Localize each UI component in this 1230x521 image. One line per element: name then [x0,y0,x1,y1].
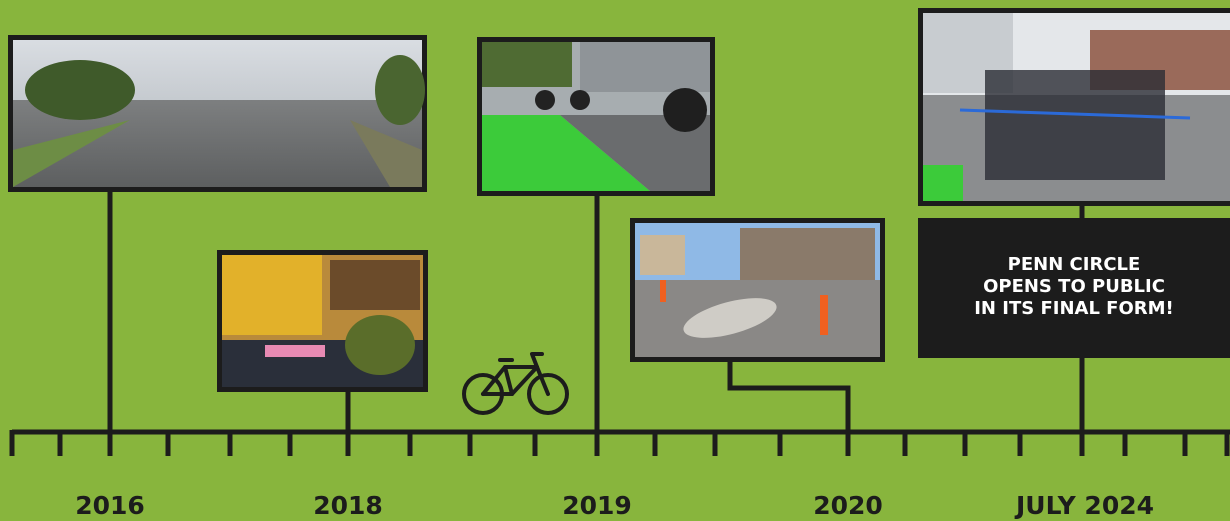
callout-text: IN ITS FINAL FORM! [974,298,1174,319]
photo-bike-lane [477,37,715,196]
callout-text: OPENS TO PUBLIC [983,276,1165,297]
photo-street [8,35,427,192]
year-label: JULY 2024 [1014,491,1154,520]
year-label: 2018 [313,491,383,520]
timeline-graphic: 2016 2018 2019 2020 JULY 2024 PENN CIRCLEOPEN… [0,0,1230,521]
year-label: 2019 [562,491,632,520]
year-label: 2016 [75,491,145,520]
callout-text: PENN CIRCLE [1008,254,1141,275]
photo-meeting [217,250,428,392]
photo-ribbon-cutting [918,8,1230,206]
year-label: 2020 [813,491,883,520]
photo-construction [630,218,885,362]
page: 2016 2018 2019 2020 JULY 2024 PENN CIRCLEOPEN… [0,0,1230,521]
